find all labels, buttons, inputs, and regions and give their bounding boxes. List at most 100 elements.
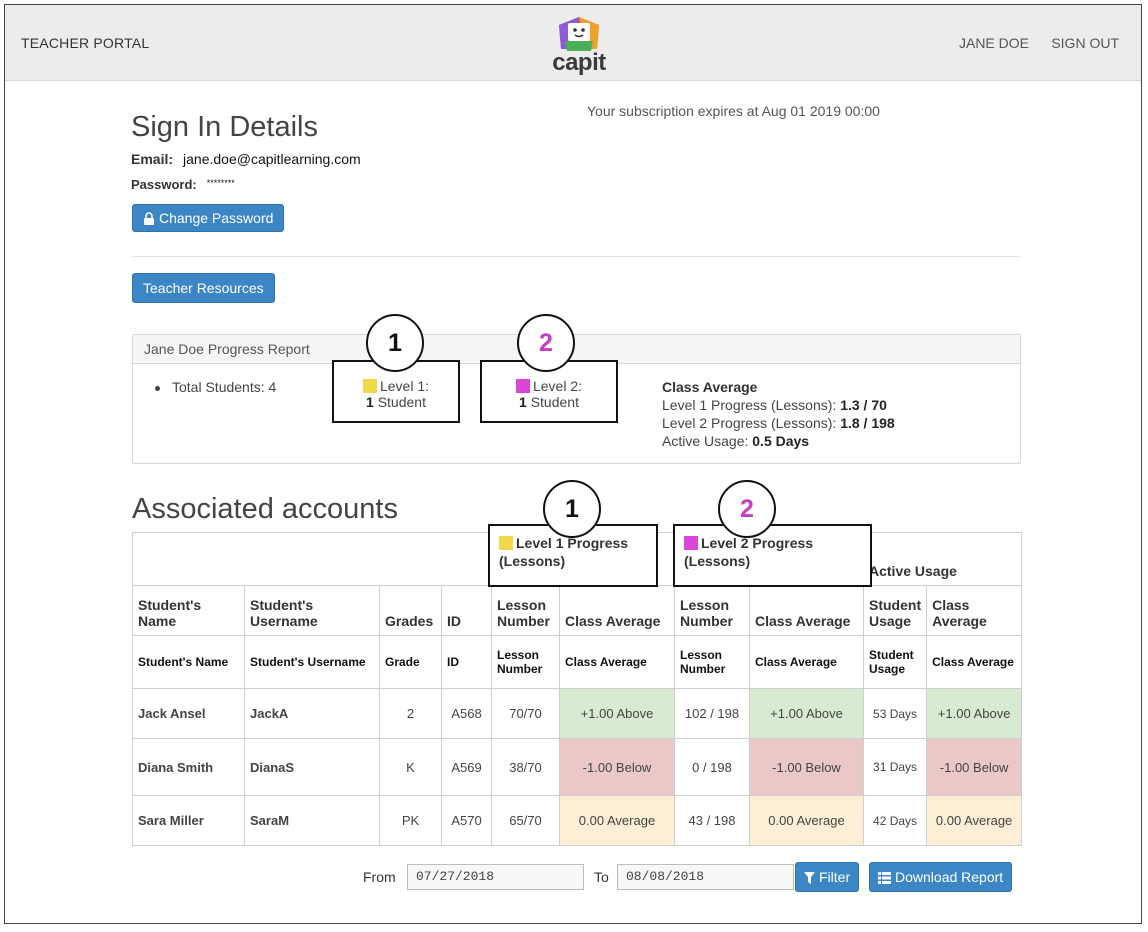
header-usage-class-average[interactable]: Class Average [926, 585, 1023, 636]
email-value: jane.doe@capitlearning.com [183, 151, 361, 167]
filter-button-label: Filter [819, 869, 851, 885]
l1-progress-label: Level 1 Progress (Lessons): [662, 397, 841, 413]
email-row: Email: jane.doe@capitlearning.com [131, 151, 361, 167]
l1-lesson-number: 38/70 [491, 738, 560, 796]
usage-class-average: +1.00 Above [926, 688, 1023, 739]
table-subheader-row: Student's Name Student's Username Grade … [132, 635, 1023, 689]
logo-text: capit [552, 49, 606, 76]
password-value: ******** [206, 178, 235, 188]
level-1-count: 1 [366, 394, 374, 410]
l2-class-average: +1.00 Above [749, 688, 864, 739]
total-students-text: Total Students: 4 [172, 379, 277, 395]
student-name: Jack Ansel [132, 688, 245, 739]
student-name: Diana Smith [132, 738, 245, 796]
usage-class-average: -1.00 Below [926, 738, 1023, 796]
top-navbar: TEACHER PORTAL capit JANE DOE SIGN OUT [5, 5, 1141, 81]
to-date-input[interactable]: 08/08/2018 [617, 864, 794, 890]
header-l1-lesson-number[interactable]: Lesson Number [491, 585, 560, 636]
l1-class-average: -1.00 Below [559, 738, 675, 796]
student-username: JackA [244, 688, 380, 739]
table-header-row: Student's Name Student's Username Grades… [132, 585, 1023, 636]
level-1-progress-swatch-icon [499, 536, 513, 550]
l2-lesson-number: 102 / 198 [674, 688, 750, 739]
level-1-progress-title: Level 1 Progress [516, 535, 629, 551]
capit-logo[interactable]: capit [551, 11, 607, 75]
capit-logo-icon [559, 17, 599, 51]
student-username: SaraM [244, 795, 380, 846]
l2-lesson-number: 0 / 198 [674, 738, 750, 796]
active-usage-value: 0.5 Days [752, 433, 810, 449]
l1-class-average: 0.00 Average [559, 795, 675, 846]
table-row[interactable]: Diana Smith DianaS K A569 38/70 -1.00 Be… [132, 738, 1023, 796]
header-l1-class-average[interactable]: Class Average [559, 585, 675, 636]
level-2-count: 1 [519, 394, 527, 410]
subheader-l2-class-average: Class Average [749, 635, 864, 689]
subheader-grade: Grade [379, 635, 442, 689]
active-usage-label: Active Usage: [662, 433, 753, 449]
l2-progress-label: Level 2 Progress (Lessons): [662, 415, 841, 431]
from-date-input[interactable]: 07/27/2018 [407, 864, 584, 890]
subheader-l1-lesson-number: Lesson Number [491, 635, 560, 689]
change-password-button[interactable]: Change Password [132, 204, 285, 232]
teacher-resources-button[interactable]: Teacher Resources [132, 273, 275, 303]
student-id: A570 [441, 795, 492, 846]
student-usage: 42 Days [862, 795, 928, 846]
download-report-button[interactable]: Download Report [869, 862, 1013, 892]
l1-progress-value: 1.3 / 70 [840, 397, 887, 413]
subheader-l1-class-average: Class Average [559, 635, 675, 689]
associated-accounts-table: Active Usage Student's Name Student's Us… [132, 532, 1023, 846]
portal-title[interactable]: TEACHER PORTAL [21, 35, 150, 51]
header-student-usage[interactable]: Student Usage [862, 585, 928, 636]
subheader-l2-lesson-number: Lesson Number [674, 635, 750, 689]
user-name-link[interactable]: JANE DOE [958, 35, 1029, 51]
progress-report-title: Jane Doe Progress Report [133, 335, 1020, 364]
sign-in-details-title: Sign In Details [131, 111, 318, 143]
group-header-blank [132, 532, 492, 586]
filter-icon [804, 872, 815, 884]
app-frame: TEACHER PORTAL capit JANE DOE SIGN OUT Y… [4, 4, 1142, 924]
sign-out-link[interactable]: SIGN OUT [1051, 35, 1119, 51]
student-username: DianaS [244, 738, 380, 796]
progress-report-panel: Jane Doe Progress Report Total Students:… [132, 334, 1021, 464]
password-row: Password: ******** [131, 177, 235, 192]
filter-button[interactable]: Filter [795, 862, 860, 892]
student-usage: 31 Days [862, 738, 928, 796]
header-grades[interactable]: Grades [379, 585, 442, 636]
list-icon [878, 872, 891, 884]
password-label: Password: [131, 177, 197, 192]
student-grade: PK [379, 795, 442, 846]
header-student-name[interactable]: Student's Name [132, 585, 245, 636]
l1-lesson-number: 70/70 [491, 688, 560, 739]
level-2-swatch-icon [515, 379, 530, 393]
associated-accounts-title: Associated accounts [132, 493, 398, 525]
l1-lesson-number: 65/70 [491, 795, 560, 846]
lock-icon [144, 212, 154, 225]
student-id: A569 [441, 738, 492, 796]
l2-lesson-number: 43 / 198 [674, 795, 750, 846]
to-label: To [594, 869, 609, 885]
usage-class-average: 0.00 Average [926, 795, 1023, 846]
header-student-username[interactable]: Student's Username [244, 585, 380, 636]
download-report-label: Download Report [895, 869, 1004, 885]
level-1-label: Level 1: [379, 378, 430, 394]
header-id[interactable]: ID [441, 585, 492, 636]
email-label: Email: [131, 151, 174, 167]
subscription-expiry: Your subscription expires at Aug 01 2019… [587, 103, 880, 119]
callout-circle-1: 1 [543, 480, 601, 538]
table-row[interactable]: Sara Miller SaraM PK A570 65/70 0.00 Ave… [132, 795, 1023, 846]
l1-class-average: +1.00 Above [559, 688, 675, 739]
level-2-unit: Student [526, 394, 579, 410]
student-grade: 2 [379, 688, 442, 739]
callout-circle-2: 2 [718, 480, 776, 538]
header-l2-lesson-number[interactable]: Lesson Number [674, 585, 750, 636]
level-2-label: Level 2: [532, 378, 583, 394]
student-usage: 53 Days [862, 688, 928, 739]
table-row[interactable]: Jack Ansel JackA 2 A568 70/70 +1.00 Abov… [132, 688, 1023, 739]
group-header-active-usage: Active Usage [862, 532, 1023, 586]
student-id: A568 [441, 688, 492, 739]
header-l2-class-average[interactable]: Class Average [749, 585, 864, 636]
subheader-usage-class-average: Class Average [926, 635, 1023, 689]
callout-circle-1: 1 [366, 314, 424, 372]
level-1-unit: Student [373, 394, 426, 410]
callout-circle-2: 2 [517, 314, 575, 372]
